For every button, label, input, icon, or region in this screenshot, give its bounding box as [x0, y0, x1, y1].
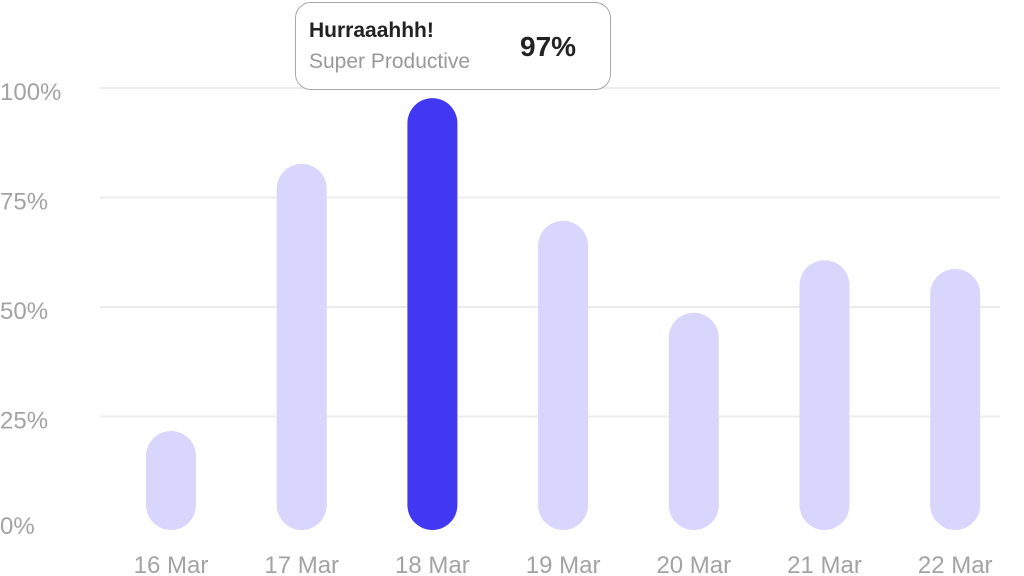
x-tick-label: 22 Mar — [918, 552, 993, 576]
x-tick-label: 16 Mar — [134, 552, 209, 576]
x-tick-label: 19 Mar — [526, 552, 601, 576]
x-tick-label: 21 Mar — [787, 552, 862, 576]
tooltip-value: 97% — [520, 31, 577, 62]
x-tick-label: 17 Mar — [264, 552, 339, 576]
y-tick-label: 100% — [0, 79, 61, 106]
x-tick-label: 18 Mar — [395, 552, 470, 576]
bar-22-mar — [930, 268, 981, 530]
tooltip: Hurraaahhh! Super Productive 97% — [295, 2, 611, 90]
bar-18-mar — [407, 98, 458, 530]
y-tick-label: 0% — [0, 513, 35, 540]
tooltip-title: Hurraaahhh! — [309, 19, 434, 42]
y-tick-label: 25% — [0, 408, 48, 435]
bar-20-mar — [668, 312, 719, 530]
tooltip-subtitle: Super Productive — [309, 50, 471, 73]
bar-16-mar — [146, 431, 196, 530]
bar-19-mar — [538, 220, 589, 530]
bar-21-mar — [799, 260, 850, 530]
bar-17-mar — [276, 163, 327, 530]
y-tick-label: 75% — [0, 189, 48, 216]
y-tick-label: 50% — [0, 298, 48, 325]
x-tick-label: 20 Mar — [656, 552, 731, 576]
